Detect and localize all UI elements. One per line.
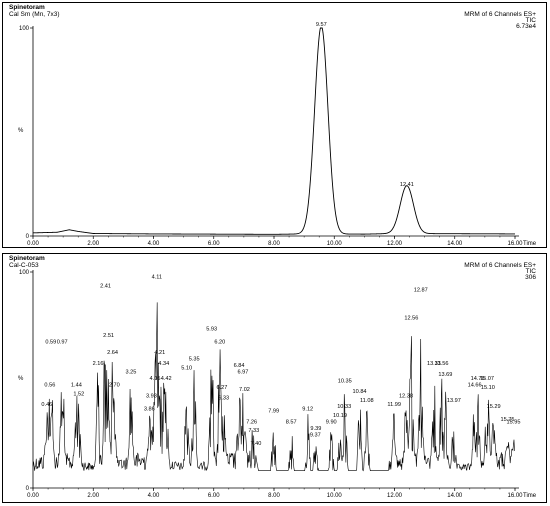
bottom-x-tick-label: 2.00 bbox=[87, 493, 99, 499]
top-tic-trace bbox=[32, 27, 515, 235]
top-peak-label: 9.57 bbox=[316, 22, 327, 28]
bottom-peak-label: 4.05 bbox=[150, 376, 161, 382]
bottom-x-tick-label: 6.00 bbox=[208, 493, 220, 499]
bottom-peak-label: 5.93 bbox=[206, 326, 217, 332]
bottom-peak-label: 2.64 bbox=[107, 350, 118, 356]
top-method: MRM of 6 Channels ES+ bbox=[464, 11, 536, 18]
top-title: Spinetoram bbox=[9, 4, 45, 11]
bottom-x-tick-label: 4.00 bbox=[148, 493, 160, 499]
bottom-x-tick-label: 0.00 bbox=[27, 493, 39, 499]
bottom-peak-label: 0.97 bbox=[57, 339, 68, 345]
bottom-peak-label: 8.57 bbox=[286, 419, 297, 425]
bottom-peak-label: 10.19 bbox=[333, 413, 347, 419]
bottom-method: MRM of 6 Channels ES+ bbox=[464, 262, 536, 269]
bottom-peak-label: 10.33 bbox=[337, 404, 351, 410]
bottom-peak-label: 3.25 bbox=[125, 370, 136, 376]
bottom-peak-label: 5.35 bbox=[189, 357, 200, 363]
bottom-peak-label: 4.11 bbox=[152, 275, 162, 281]
bottom-peak-label: 13.56 bbox=[434, 361, 448, 367]
bottom-x-tick-label: 12.00 bbox=[387, 493, 403, 499]
top-x-tick-label: 0.00 bbox=[27, 241, 39, 247]
bottom-peak-label: 9.39 bbox=[310, 426, 321, 432]
bottom-peak-label: 2.41 bbox=[100, 283, 111, 289]
top-x-tick-label: 10.00 bbox=[327, 241, 343, 247]
bottom-intensity: 306 bbox=[525, 274, 536, 281]
top-x-tick-label: 14.00 bbox=[447, 241, 463, 247]
bottom-peak-label: 4.34 bbox=[158, 361, 169, 367]
top-x-tick-label: 4.00 bbox=[148, 241, 160, 247]
bottom-title: Spinetoram bbox=[9, 255, 45, 262]
top-x-tick-label: 2.00 bbox=[87, 241, 99, 247]
bottom-peak-label: 13.97 bbox=[447, 398, 461, 404]
bottom-peak-label: 10.84 bbox=[353, 389, 367, 395]
bottom-peak-label: 15.75 bbox=[500, 417, 514, 423]
bottom-peak-label: 2.51 bbox=[103, 333, 114, 339]
bottom-peak-label: 13.69 bbox=[438, 372, 452, 378]
bottom-trace: TIC bbox=[525, 268, 536, 275]
bottom-peak-label: 7.40 bbox=[250, 441, 261, 447]
top-y-axis-label: % bbox=[18, 128, 24, 134]
bottom-subtitle: Cal-C-053 bbox=[9, 262, 39, 269]
top-subtitle: Cal Sm (Mn, 7x3) bbox=[9, 11, 60, 18]
bottom-peak-label: 6.20 bbox=[214, 339, 225, 345]
top-x-tick-label: 16.00 bbox=[507, 241, 523, 247]
bottom-peak-label: 1.52 bbox=[73, 391, 84, 397]
bottom-y-tick-label: 100 bbox=[19, 270, 30, 276]
bottom-peak-label: 12.38 bbox=[399, 393, 413, 399]
top-chromatogram-panel: Spinetoram Cal Sm (Mn, 7x3) MRM of 6 Cha… bbox=[2, 2, 547, 248]
bottom-peak-label: 0.56 bbox=[44, 383, 55, 389]
bottom-x-unit-label: Time bbox=[523, 493, 537, 499]
bottom-peak-label: 12.56 bbox=[404, 316, 418, 322]
bottom-peak-label: 9.37 bbox=[310, 432, 321, 438]
bottom-peak-label: 15.10 bbox=[481, 385, 495, 391]
top-x-tick-label: 6.00 bbox=[208, 241, 220, 247]
bottom-y-axis-label: % bbox=[18, 376, 24, 382]
bottom-peak-label: 14.76 bbox=[471, 376, 485, 382]
top-trace: TIC bbox=[525, 17, 536, 24]
bottom-x-tick-label: 16.00 bbox=[507, 493, 523, 499]
bottom-peak-label: 6.84 bbox=[234, 363, 245, 369]
bottom-peak-label: 2.16 bbox=[93, 361, 104, 367]
bottom-peak-label: 6.33 bbox=[218, 396, 229, 402]
bottom-peak-label: 15.07 bbox=[480, 376, 494, 382]
bottom-x-tick-label: 8.00 bbox=[268, 493, 280, 499]
bottom-peak-label: 14.66 bbox=[468, 383, 482, 389]
top-y-tick-label: 0 bbox=[26, 234, 30, 240]
bottom-peak-label: 6.97 bbox=[238, 370, 249, 376]
bottom-peak-label: 4.21 bbox=[154, 350, 165, 356]
bottom-peak-label: 15.95 bbox=[506, 419, 520, 425]
bottom-peak-label: 7.02 bbox=[239, 387, 250, 393]
top-intensity: 6.73e4 bbox=[516, 23, 536, 30]
bottom-peak-label: 0.46 bbox=[41, 402, 52, 408]
bottom-peak-label: 5.10 bbox=[181, 365, 192, 371]
bottom-peak-label: 11.99 bbox=[387, 402, 401, 408]
bottom-peak-label: 7.99 bbox=[268, 409, 279, 415]
bottom-peak-label: 12.87 bbox=[414, 288, 428, 294]
top-x-unit-label: Time bbox=[523, 241, 537, 247]
bottom-peak-label: 13.31 bbox=[427, 361, 441, 367]
bottom-y-tick-label: 0 bbox=[26, 486, 30, 492]
bottom-peak-label: 9.90 bbox=[326, 419, 337, 425]
bottom-peak-label: 11.08 bbox=[360, 398, 374, 404]
bottom-peak-label: 6.27 bbox=[216, 385, 227, 391]
top-x-tick-label: 8.00 bbox=[268, 241, 280, 247]
bottom-peak-label: 3.93 bbox=[146, 393, 157, 399]
bottom-peak-label: 0.59 bbox=[45, 339, 56, 345]
top-peak-label: 12.41 bbox=[400, 182, 414, 188]
bottom-peak-label: 2.70 bbox=[109, 383, 120, 389]
bottom-peak-label: 3.86 bbox=[144, 406, 155, 412]
bottom-peak-label: 15.29 bbox=[487, 404, 501, 410]
bottom-peak-label: 7.33 bbox=[248, 428, 259, 434]
bottom-x-tick-label: 14.00 bbox=[447, 493, 463, 499]
top-x-tick-label: 12.00 bbox=[387, 241, 403, 247]
bottom-peak-label: 10.35 bbox=[338, 378, 352, 384]
bottom-x-tick-label: 10.00 bbox=[327, 493, 343, 499]
bottom-peak-label: 4.42 bbox=[161, 376, 172, 382]
top-y-tick-label: 100 bbox=[19, 26, 30, 32]
bottom-tic-trace bbox=[32, 302, 515, 472]
bottom-peak-label: 7.26 bbox=[246, 419, 257, 425]
bottom-peak-label: 9.12 bbox=[302, 406, 313, 412]
bottom-peak-label: 1.44 bbox=[71, 383, 82, 389]
